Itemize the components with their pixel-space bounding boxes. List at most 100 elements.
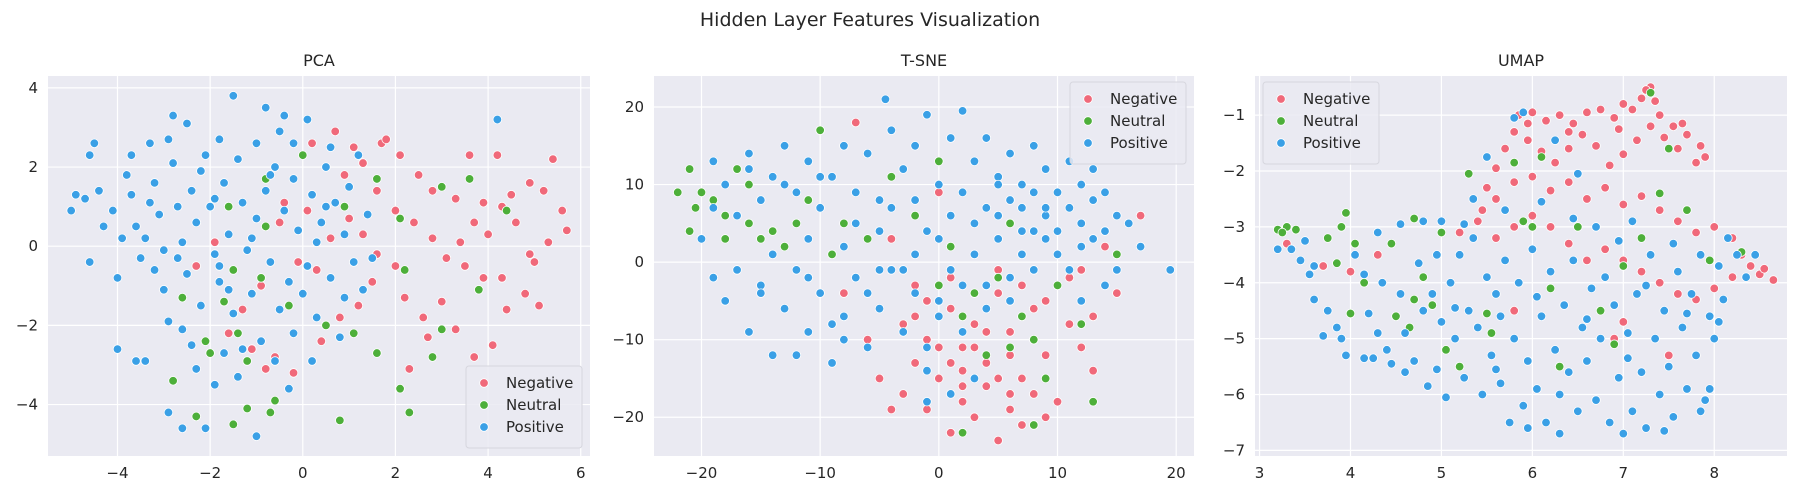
x-tick-label: 2 bbox=[391, 464, 401, 482]
data-point bbox=[1564, 127, 1574, 137]
x-tick-label: 6 bbox=[1528, 464, 1538, 482]
data-point bbox=[1636, 191, 1647, 201]
data-point bbox=[163, 407, 174, 418]
data-point bbox=[1654, 278, 1665, 288]
data-point bbox=[1464, 169, 1474, 179]
x-tick-label: 5 bbox=[1437, 464, 1447, 482]
data-point bbox=[946, 265, 956, 275]
data-point bbox=[1482, 308, 1492, 319]
data-point bbox=[981, 203, 992, 213]
data-point bbox=[1523, 135, 1533, 145]
data-point bbox=[934, 179, 944, 190]
data-point bbox=[1541, 116, 1551, 126]
data-point bbox=[946, 241, 956, 252]
data-point bbox=[1304, 269, 1315, 280]
data-point bbox=[1409, 294, 1419, 305]
data-point bbox=[214, 134, 225, 145]
data-point bbox=[1391, 311, 1401, 321]
data-point bbox=[1300, 236, 1310, 246]
data-point bbox=[1614, 236, 1624, 246]
data-point bbox=[1418, 306, 1428, 316]
data-point bbox=[815, 203, 825, 213]
legend: Negative Neutral Positive bbox=[1069, 81, 1187, 165]
data-point bbox=[1052, 397, 1063, 407]
data-point bbox=[1088, 234, 1098, 244]
data-point bbox=[1373, 328, 1383, 338]
data-point bbox=[1609, 300, 1619, 310]
data-point bbox=[851, 272, 861, 283]
data-point bbox=[1088, 311, 1098, 322]
data-point bbox=[1500, 255, 1510, 266]
data-point bbox=[84, 150, 95, 160]
data-point bbox=[880, 94, 891, 104]
data-point bbox=[400, 265, 410, 275]
data-point bbox=[993, 272, 1003, 283]
data-point bbox=[335, 332, 345, 342]
data-point bbox=[538, 186, 549, 196]
data-point bbox=[993, 179, 1003, 190]
series-neutral bbox=[1273, 88, 1747, 372]
data-point bbox=[1450, 303, 1460, 313]
data-point bbox=[1495, 311, 1506, 321]
data-point bbox=[957, 397, 968, 407]
data-point bbox=[744, 164, 754, 174]
data-point bbox=[1668, 238, 1679, 249]
data-point bbox=[1536, 197, 1547, 207]
data-point bbox=[251, 431, 262, 441]
data-point bbox=[1577, 129, 1588, 140]
data-point bbox=[339, 201, 350, 212]
data-point bbox=[969, 342, 980, 353]
data-point bbox=[673, 187, 683, 198]
data-point bbox=[1623, 353, 1633, 363]
data-point bbox=[1636, 266, 1647, 277]
data-point bbox=[1450, 333, 1460, 344]
data-point bbox=[827, 249, 837, 260]
data-point bbox=[993, 265, 1003, 275]
data-point bbox=[474, 285, 484, 295]
data-point bbox=[957, 381, 968, 391]
data-point bbox=[1654, 188, 1665, 199]
data-point bbox=[321, 320, 331, 331]
data-point bbox=[957, 342, 968, 353]
data-point bbox=[358, 229, 368, 240]
data-point bbox=[325, 142, 336, 152]
x-tick-label: −20 bbox=[686, 464, 718, 482]
data-point bbox=[1600, 183, 1610, 193]
data-point bbox=[335, 415, 345, 426]
data-point bbox=[191, 411, 201, 422]
data-point bbox=[182, 118, 192, 129]
data-point bbox=[1514, 278, 1524, 288]
x-tick-label: 8 bbox=[1709, 464, 1719, 482]
data-point bbox=[767, 350, 778, 360]
data-point bbox=[1527, 171, 1538, 182]
data-point bbox=[708, 272, 719, 283]
data-point bbox=[122, 170, 132, 180]
data-point bbox=[1135, 241, 1146, 252]
data-point bbox=[1052, 280, 1063, 291]
data-point bbox=[839, 141, 849, 151]
data-point bbox=[525, 178, 535, 188]
legend-box bbox=[465, 365, 583, 449]
data-point bbox=[242, 245, 252, 255]
data-point bbox=[302, 205, 313, 216]
data-point bbox=[1076, 342, 1086, 353]
data-point bbox=[839, 334, 849, 345]
data-point bbox=[1636, 367, 1647, 377]
data-point bbox=[957, 280, 968, 291]
data-point bbox=[1017, 311, 1027, 322]
data-point bbox=[1523, 356, 1533, 366]
data-point bbox=[381, 134, 391, 145]
data-point bbox=[898, 327, 908, 337]
data-point bbox=[910, 141, 920, 151]
data-point bbox=[1673, 289, 1683, 299]
data-point bbox=[1277, 227, 1287, 238]
data-point bbox=[464, 174, 475, 184]
data-point bbox=[1518, 216, 1528, 226]
data-point bbox=[779, 241, 790, 252]
data-point bbox=[1627, 104, 1638, 115]
data-point bbox=[1052, 249, 1063, 260]
data-point bbox=[1705, 311, 1715, 321]
data-point bbox=[1029, 226, 1039, 236]
data-point bbox=[205, 348, 215, 358]
